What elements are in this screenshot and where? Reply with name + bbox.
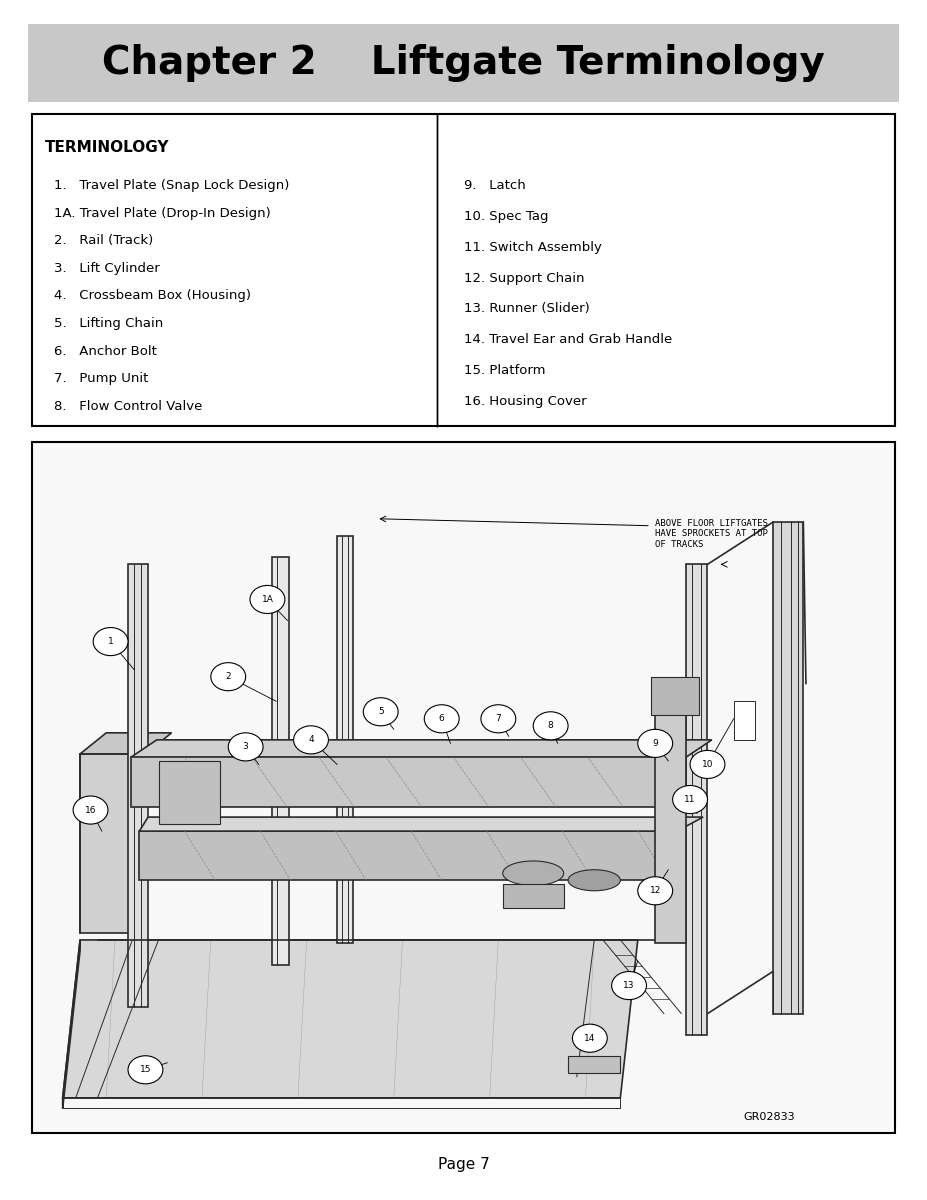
Polygon shape <box>272 557 289 965</box>
Text: Page 7: Page 7 <box>438 1157 489 1171</box>
Text: 8.   Flow Control Valve: 8. Flow Control Valve <box>54 400 202 413</box>
Text: 3.   Lift Cylinder: 3. Lift Cylinder <box>54 262 159 275</box>
Text: 12. Support Chain: 12. Support Chain <box>464 271 584 284</box>
Circle shape <box>294 726 328 754</box>
Text: 13. Runner (Slider): 13. Runner (Slider) <box>464 302 590 316</box>
Text: 14: 14 <box>584 1033 595 1043</box>
Text: 12: 12 <box>650 887 661 895</box>
Text: 2.   Rail (Track): 2. Rail (Track) <box>54 234 153 247</box>
Text: 16: 16 <box>84 805 96 815</box>
Polygon shape <box>686 564 707 1034</box>
Circle shape <box>638 730 673 757</box>
Text: 9: 9 <box>653 739 658 748</box>
Polygon shape <box>139 832 677 881</box>
Text: 14. Travel Ear and Grab Handle: 14. Travel Ear and Grab Handle <box>464 334 672 346</box>
Text: 4: 4 <box>308 736 314 744</box>
Text: 7.   Pump Unit: 7. Pump Unit <box>54 372 148 385</box>
Text: 1: 1 <box>108 637 113 646</box>
Text: 5.   Lifting Chain: 5. Lifting Chain <box>54 317 163 330</box>
Text: 15. Platform: 15. Platform <box>464 364 545 377</box>
Text: 1A: 1A <box>261 595 273 604</box>
Circle shape <box>572 1024 607 1052</box>
Circle shape <box>481 704 515 733</box>
Polygon shape <box>131 740 712 757</box>
Bar <box>733 701 756 740</box>
Polygon shape <box>80 754 146 932</box>
Circle shape <box>425 704 459 733</box>
Text: 1A. Travel Plate (Drop-In Design): 1A. Travel Plate (Drop-In Design) <box>54 206 271 220</box>
Circle shape <box>363 697 399 726</box>
Text: ABOVE FLOOR LIFTGATES
HAVE SPROCKETS AT TOP
OF TRACKS: ABOVE FLOOR LIFTGATES HAVE SPROCKETS AT … <box>655 518 768 548</box>
Polygon shape <box>773 522 804 1014</box>
Text: Chapter 2    Liftgate Terminology: Chapter 2 Liftgate Terminology <box>102 44 825 82</box>
Text: 6: 6 <box>438 714 445 724</box>
Text: 10: 10 <box>702 760 713 769</box>
Text: TERMINOLOGY: TERMINOLOGY <box>45 140 170 156</box>
Circle shape <box>673 786 707 814</box>
Ellipse shape <box>502 860 564 886</box>
Text: 6.   Anchor Bolt: 6. Anchor Bolt <box>54 344 157 358</box>
Text: 7: 7 <box>495 714 502 724</box>
Polygon shape <box>131 757 686 806</box>
Polygon shape <box>63 940 638 1098</box>
Text: 15: 15 <box>140 1066 151 1074</box>
Text: 10. Spec Tag: 10. Spec Tag <box>464 210 548 223</box>
Circle shape <box>228 733 263 761</box>
Circle shape <box>612 972 646 1000</box>
Polygon shape <box>139 817 703 832</box>
Text: 3: 3 <box>243 743 248 751</box>
Circle shape <box>210 662 246 691</box>
Bar <box>568 1056 620 1073</box>
Text: 11: 11 <box>684 796 696 804</box>
Circle shape <box>250 586 285 613</box>
Circle shape <box>533 712 568 740</box>
Text: 5: 5 <box>378 707 384 716</box>
Circle shape <box>638 877 673 905</box>
Text: GR02833: GR02833 <box>743 1112 794 1122</box>
Ellipse shape <box>568 870 620 890</box>
Text: 8: 8 <box>548 721 553 731</box>
Bar <box>159 761 220 824</box>
Circle shape <box>690 750 725 779</box>
Bar <box>651 677 699 715</box>
Polygon shape <box>655 704 686 943</box>
Text: 9.   Latch: 9. Latch <box>464 179 526 192</box>
Text: 1.   Travel Plate (Snap Lock Design): 1. Travel Plate (Snap Lock Design) <box>54 179 289 192</box>
Text: 11. Switch Assembly: 11. Switch Assembly <box>464 241 602 254</box>
Polygon shape <box>128 564 148 1007</box>
Circle shape <box>73 796 108 824</box>
Circle shape <box>93 628 128 655</box>
Circle shape <box>128 1056 163 1084</box>
Polygon shape <box>80 733 171 754</box>
Text: 16. Housing Cover: 16. Housing Cover <box>464 395 586 408</box>
Polygon shape <box>502 883 564 908</box>
Text: 13: 13 <box>623 982 635 990</box>
Text: 2: 2 <box>225 672 231 682</box>
Polygon shape <box>63 940 80 1109</box>
Polygon shape <box>337 536 353 943</box>
Text: 4.   Crossbeam Box (Housing): 4. Crossbeam Box (Housing) <box>54 289 251 302</box>
